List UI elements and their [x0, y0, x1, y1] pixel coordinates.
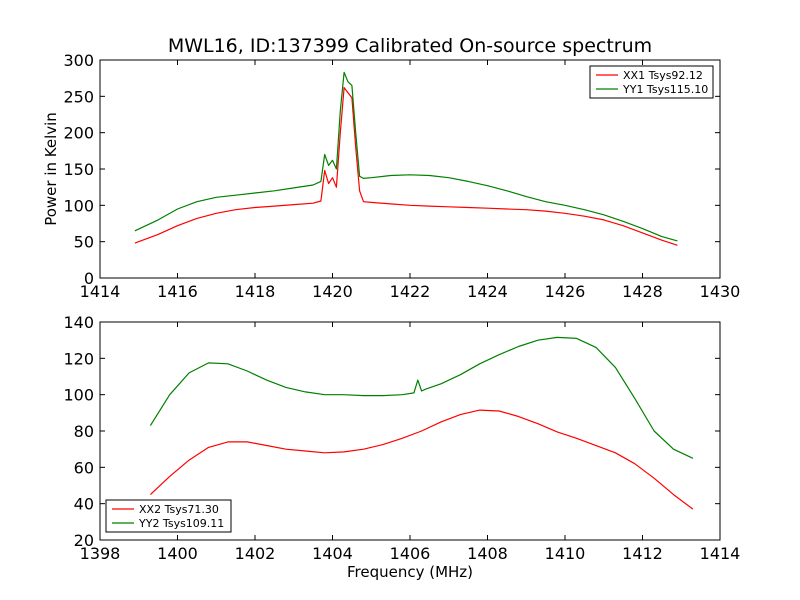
y-tick-label: 60: [74, 458, 94, 477]
y-tick-label: 80: [74, 422, 94, 441]
series-line-1-1: [134, 86, 678, 246]
y-tick-label: 120: [63, 349, 94, 368]
x-tick-label: 1410: [545, 544, 586, 563]
series-line-2-2: [149, 336, 694, 459]
x-tick-label: 1412: [622, 544, 663, 563]
legend-label: YY1 Tsys115.10: [622, 83, 708, 96]
x-tick-label: 1398: [80, 544, 121, 563]
x-tick-label: 1416: [157, 282, 198, 301]
x-tick-label: 1422: [390, 282, 431, 301]
y-tick-label: 300: [63, 51, 94, 70]
legend-box: [589, 65, 714, 99]
y-tick-label: 100: [63, 386, 94, 405]
legend-box: [105, 499, 232, 533]
x-tick-label: 1400: [157, 544, 198, 563]
legend-label: XX1 Tsys92.12: [623, 69, 703, 82]
x-tick-label: 1418: [235, 282, 276, 301]
x-tick-label: 1414: [700, 544, 741, 563]
legend-label: YY2 Tsys109.11: [138, 517, 224, 530]
x-tick-label: 1408: [467, 544, 508, 563]
x-tick-label: 1424: [467, 282, 508, 301]
subplot-2: 1398 1400 1402 1404 1406 1408 1410 1412 1414 20 40…: [63, 313, 740, 563]
x-tick-label: 1404: [312, 544, 353, 563]
y-tick-label: 50: [74, 233, 94, 252]
y-tick-label: 250: [63, 87, 94, 106]
x-tick-label: 1420: [312, 282, 353, 301]
x-tick-label: 1414: [80, 282, 121, 301]
legend-label: XX2 Tsys71.30: [139, 503, 219, 516]
subplot-1: 1414 1416 1418 1420 1422 1424 1426 1428 1430 0 50 1…: [63, 51, 740, 301]
x-tick-label: 1426: [545, 282, 586, 301]
y-tick-label: 20: [74, 531, 94, 550]
y-tick-label: 0: [84, 269, 94, 288]
x-tick-label: 1428: [622, 282, 663, 301]
series-line-1-2: [134, 71, 678, 242]
x-tick-label: 1406: [390, 544, 431, 563]
x-axis-label: Frequency (MHz): [347, 563, 473, 581]
chart-title: MWL16, ID:137399 Calibrated On-source sp…: [168, 35, 652, 57]
x-tick-label: 1402: [235, 544, 276, 563]
y-tick-label: 100: [63, 196, 94, 215]
y-tick-label: 140: [63, 313, 94, 332]
y-tick-label: 200: [63, 124, 94, 143]
y-axis-label: Power in Kelvin: [42, 112, 60, 226]
x-tick-label: 1430: [700, 282, 741, 301]
series-line-2-1: [149, 409, 694, 510]
y-tick-label: 150: [63, 160, 94, 179]
y-tick-label: 40: [74, 495, 94, 514]
